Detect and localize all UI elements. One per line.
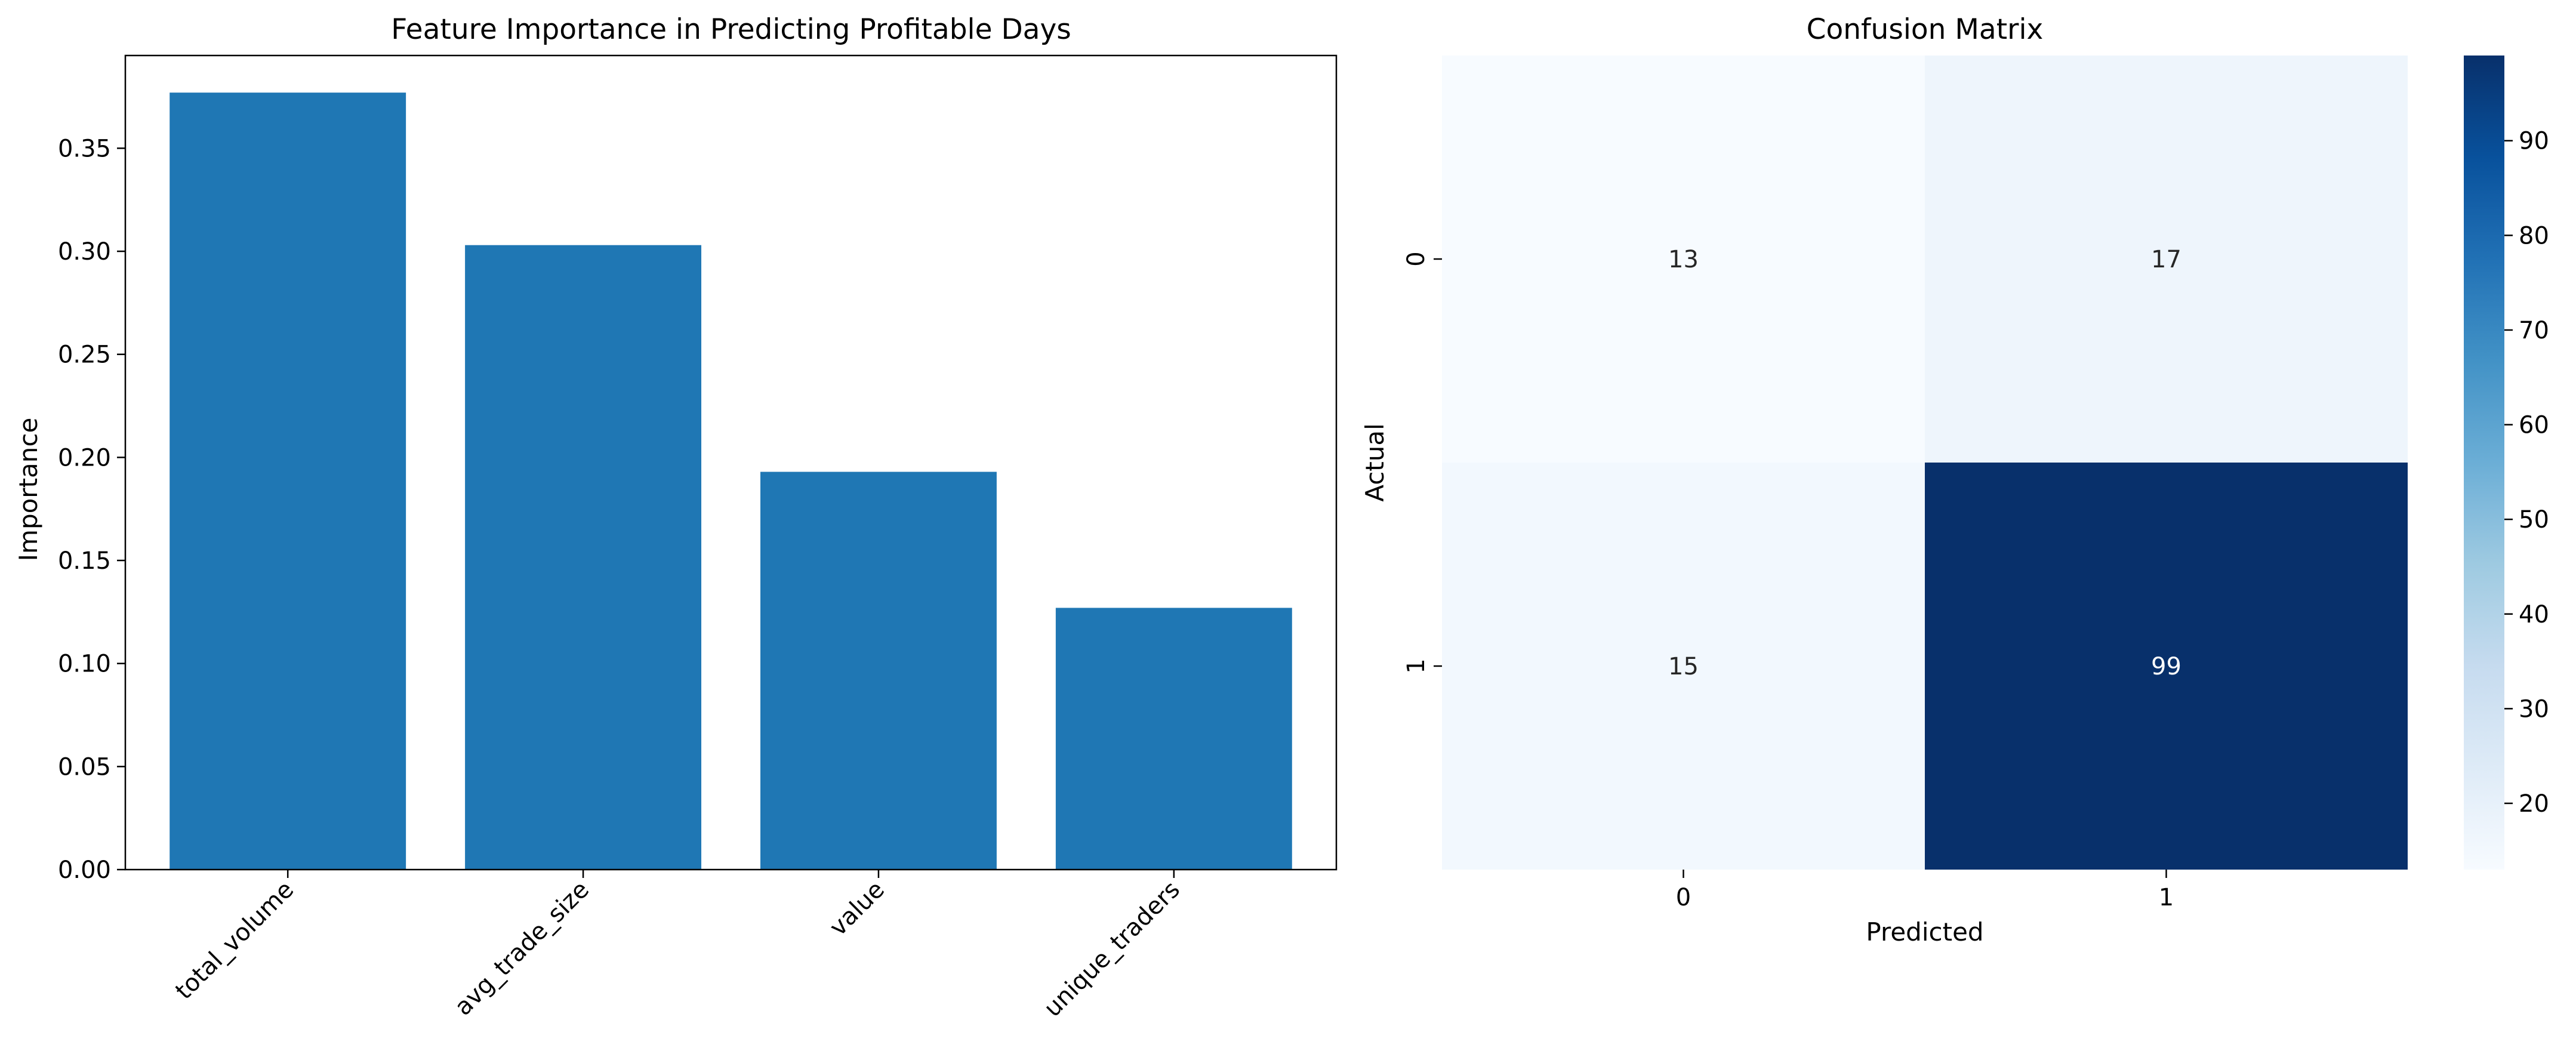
bar-chart-y-tick-label: 0.10: [58, 651, 111, 678]
confusion-cell-value: 99: [2151, 653, 2181, 680]
bar-value: [760, 472, 997, 870]
bar-chart: Feature Importance in Predicting Profita…: [14, 13, 1338, 1022]
confusion-matrix-cells: 13 17 15 99: [1442, 56, 2408, 870]
bar-unique-traders: [1055, 608, 1292, 870]
colorbar-tick-label: 70: [2519, 317, 2549, 344]
bar-chart-title: Feature Importance in Predicting Profita…: [391, 13, 1071, 46]
bar-chart-x-tick-label: value: [824, 876, 890, 942]
confusion-cell-value: 17: [2151, 246, 2181, 273]
colorbar-tick-label: 50: [2519, 506, 2549, 534]
confusion-matrix-title: Confusion Matrix: [1807, 13, 2044, 46]
confusion-cell-0-0: [1442, 56, 1925, 463]
bar-chart-y-tick-label: 0.00: [58, 856, 111, 884]
bar-chart-y-tick-label: 0.25: [58, 341, 111, 369]
confusion-matrix-y-tick-label: 0: [1403, 251, 1430, 266]
bar-chart-y-tick-label: 0.35: [58, 135, 111, 162]
bar-chart-y-tick-label: 0.30: [58, 238, 111, 266]
bar-chart-x-tick-label: avg_trade_size: [449, 876, 594, 1021]
confusion-matrix-y-axis-label: Actual: [1360, 423, 1389, 502]
bar-chart-y-axis-label: Importance: [14, 418, 43, 562]
bar-total-volume: [170, 93, 406, 870]
bar-avg-trade-size: [465, 245, 702, 870]
colorbar-tick-label: 60: [2519, 412, 2549, 439]
bar-chart-y-tick-label: 0.15: [58, 547, 111, 575]
colorbar-tick-label: 20: [2519, 790, 2549, 818]
bar-chart-x-tick-label: unique_traders: [1039, 876, 1185, 1022]
colorbar-tick-label: 80: [2519, 222, 2549, 249]
confusion-cell-1-1: [1925, 463, 2408, 870]
bar-chart-plot-frame: [124, 54, 1338, 871]
bar-chart-x-ticks: total_volume avg_trade_size value unique_tr…: [170, 870, 1185, 1022]
confusion-matrix-y-tick-label: 1: [1403, 658, 1430, 673]
bar-chart-bars: [170, 93, 1292, 870]
bar-chart-y-tick-label: 0.20: [58, 444, 111, 472]
confusion-matrix-x-tick-label: 0: [1676, 884, 1691, 911]
colorbar-gradient: [2464, 56, 2504, 870]
confusion-matrix-x-tick-label: 1: [2159, 884, 2174, 911]
colorbar: 20 30 40 50 60 70 80 90: [2464, 56, 2549, 870]
bar-chart-y-ticks: 0.00 0.05 0.10 0.15 0.20 0.25 0.30 0.35: [58, 135, 125, 884]
bar-chart-y-tick-label: 0.05: [58, 753, 111, 781]
confusion-cell-value: 15: [1668, 653, 1699, 680]
confusion-cell-1-0: [1442, 463, 1925, 870]
colorbar-tick-label: 90: [2519, 128, 2549, 155]
confusion-matrix-x-axis-label: Predicted: [1866, 917, 1983, 947]
confusion-matrix-ticks: 0 1 0 1: [1403, 251, 2174, 911]
colorbar-tick-label: 40: [2519, 601, 2549, 628]
confusion-cell-value: 13: [1668, 246, 1699, 273]
confusion-matrix: Confusion Matrix 13 17 15 99 0 1 0 1 Predicted…: [1360, 13, 2408, 947]
bar-chart-x-tick-label: total_volume: [170, 876, 299, 1005]
confusion-cell-0-1: [1925, 56, 2408, 463]
colorbar-ticks: 20 30 40 50 60 70 80 90: [2504, 128, 2549, 818]
colorbar-tick-label: 30: [2519, 695, 2549, 723]
